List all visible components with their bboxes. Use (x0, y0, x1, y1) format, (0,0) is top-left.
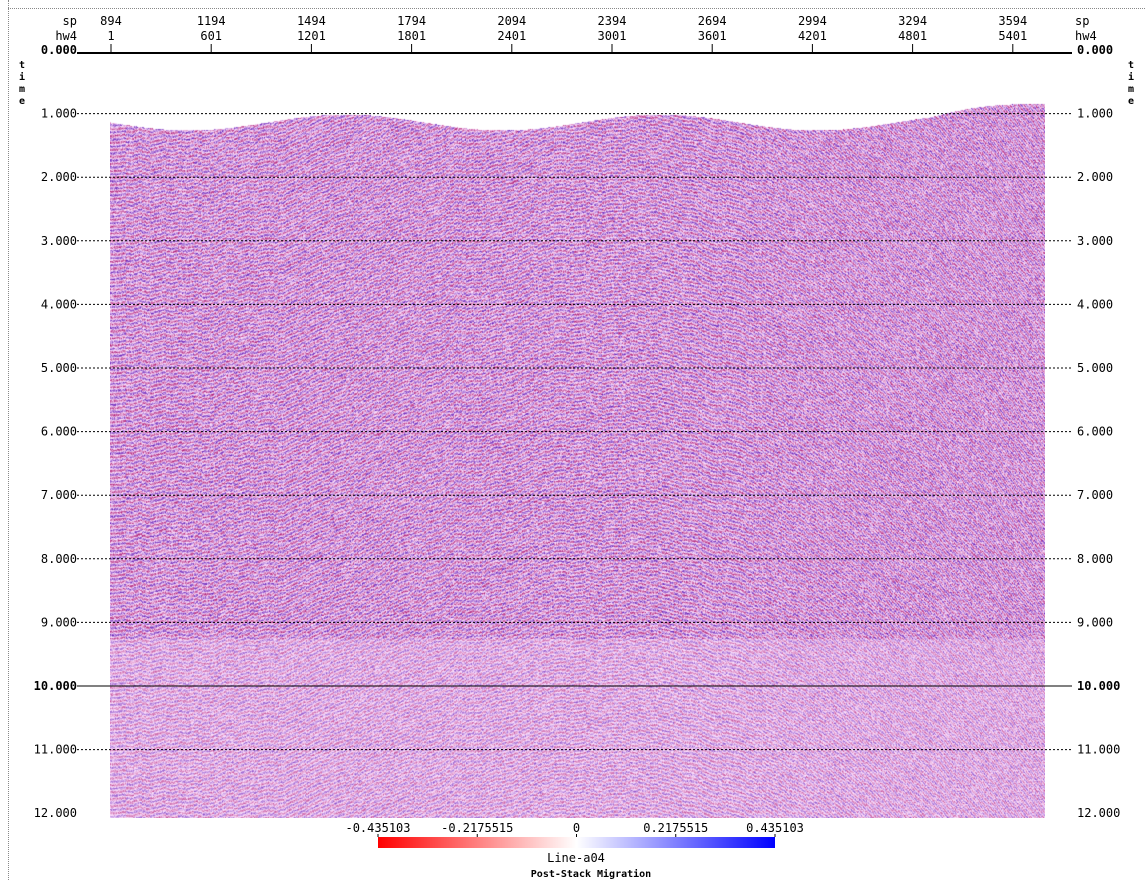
time-tick-label-right: 9.000 (1077, 615, 1113, 629)
time-tick-label-left: 2.000 (41, 170, 77, 184)
seismic-section (110, 100, 1045, 818)
top-axis-sp-tick-label: 1794 (397, 14, 426, 28)
time-tick-label-left: 4.000 (41, 297, 77, 311)
time-axis-ticks: 0.000 0.000 1.000 1.000 2.000 2.000 3.000 3.000… (34, 43, 1121, 820)
top-axis-hw4-label-left: hw4 (55, 29, 77, 43)
svg-text:i: i (19, 71, 25, 83)
time-tick-label-right: 6.000 (1077, 425, 1113, 439)
colorbar-tick-label: 0.435103 (746, 821, 804, 835)
time-tick-label-left: 12.000 (34, 806, 77, 820)
time-tick-label-right: 0.000 (1077, 43, 1113, 57)
colorbar-tick-label: -0.435103 (345, 821, 410, 835)
svg-text:e: e (1128, 96, 1134, 107)
top-axis-sp-tick-label: 3594 (998, 14, 1027, 28)
top-axis-hw4-label-right: hw4 (1075, 29, 1097, 43)
time-tick-label-left: 7.000 (41, 488, 77, 502)
time-tick-label-left: 5.000 (41, 361, 77, 375)
top-axis-sp-label-left: sp (63, 14, 77, 28)
top-axis-sp-tick-label: 2394 (598, 14, 627, 28)
time-tick-label-right: 3.000 (1077, 234, 1113, 248)
frame-left-border (8, 0, 9, 880)
svg-text:m: m (1128, 84, 1134, 95)
time-tick-label-right: 1.000 (1077, 107, 1113, 121)
top-axis-sp-tick-label: 2694 (698, 14, 727, 28)
svg-text:t: t (1128, 60, 1134, 71)
colorbar-tick-label: 0 (573, 821, 580, 835)
chart-title: Line-a04 (547, 851, 605, 865)
svg-text:e: e (19, 96, 25, 107)
top-axis-sp-tick-label: 1494 (297, 14, 326, 28)
svg-text:t: t (19, 60, 25, 71)
top-axis-sp-tick-label: 3294 (898, 14, 927, 28)
time-tick-label-left: 10.000 (34, 679, 77, 693)
top-axis-hw4-tick-label: 3601 (698, 29, 727, 43)
top-axis-hw4-tick-label: 5401 (998, 29, 1027, 43)
top-axis-hw4-tick-label: 601 (200, 29, 222, 43)
colorbar-tick-label: 0.2175515 (643, 821, 708, 835)
time-axis-label-right: t i m e (1128, 60, 1134, 107)
top-axis-hw4-tick-label: 2401 (497, 29, 526, 43)
top-axis-sp-tick-label: 1194 (197, 14, 226, 28)
top-axis-sp-label-right: sp (1075, 14, 1089, 28)
time-tick-label-left: 11.000 (34, 743, 77, 757)
svg-text:i: i (1128, 71, 1134, 83)
time-tick-label-right: 7.000 (1077, 488, 1113, 502)
time-tick-label-right: 10.000 (1077, 679, 1120, 693)
top-axis-hw4-tick-label: 4801 (898, 29, 927, 43)
time-tick-label-left: 1.000 (41, 107, 77, 121)
top-axis-sp-tick-label: 2094 (497, 14, 526, 28)
time-tick-label-right: 12.000 (1077, 806, 1120, 820)
top-axis-ticks: 8941119460114941201179418012094240123943… (77, 14, 1072, 54)
time-tick-label-left: 9.000 (41, 615, 77, 629)
time-tick-label-left: 6.000 (41, 425, 77, 439)
top-axis-hw4-tick-label: 4201 (798, 29, 827, 43)
time-axis-label-left: t i m e (19, 60, 25, 107)
time-tick-label-right: 4.000 (1077, 297, 1113, 311)
top-axis-hw4-tick-label: 3001 (598, 29, 627, 43)
time-tick-label-right: 11.000 (1077, 743, 1120, 757)
time-tick-label-right: 5.000 (1077, 361, 1113, 375)
top-axis-sp-tick-label: 894 (100, 14, 122, 28)
svg-text:m: m (19, 84, 25, 95)
top-axis-hw4-tick-label: 1 (107, 29, 114, 43)
time-tick-label-right: 8.000 (1077, 552, 1113, 566)
top-axis-sp-tick-label: 2994 (798, 14, 827, 28)
time-tick-label-left: 8.000 (41, 552, 77, 566)
frame-top-border (8, 8, 1145, 9)
colorbar-tick-label: -0.2175515 (441, 821, 513, 835)
time-tick-label-right: 2.000 (1077, 170, 1113, 184)
top-axis-hw4-tick-label: 1801 (397, 29, 426, 43)
colorbar-ticks: -0.435103 -0.2175515 0 0.2175515 0.435103 (345, 821, 804, 837)
chart-subtitle: Post-Stack Migration (531, 868, 651, 880)
top-axis-hw4-tick-label: 1201 (297, 29, 326, 43)
time-tick-label-left: 0.000 (41, 43, 77, 57)
colorbar (378, 837, 775, 848)
time-tick-label-left: 3.000 (41, 234, 77, 248)
